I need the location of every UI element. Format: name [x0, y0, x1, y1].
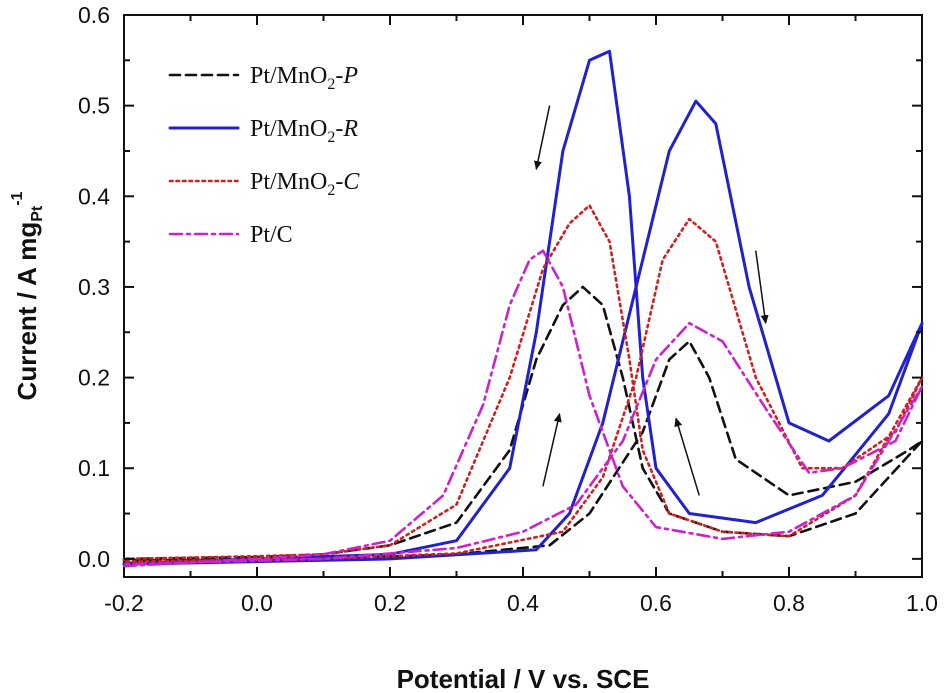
y-axis-title-main: Current / A mg: [12, 222, 42, 401]
direction-arrow: [542, 412, 562, 487]
y-tick-label: 0.1: [78, 455, 110, 481]
series-1-line: [122, 285, 924, 562]
direction-arrow: [674, 417, 700, 496]
x-tick-label: 0.4: [507, 590, 539, 616]
y-tick-label: 0.2: [78, 365, 110, 391]
ticks-layer: -0.2 0.0 0.2 0.4 0.6 0.8 1.0 0.0 0.1 0.2 0.3 0.4 0.5…: [78, 2, 938, 616]
series-2-line: [122, 49, 924, 566]
legend-label: Pt/C: [250, 222, 293, 248]
direction-arrow: [755, 250, 769, 325]
y-tick-label: 0.5: [78, 93, 110, 119]
series-3-line: [122, 204, 924, 563]
series-layer: [122, 49, 924, 568]
y-tick-label: 0.6: [78, 2, 110, 28]
direction-arrow: [534, 105, 551, 171]
x-tick-label: 1.0: [906, 590, 938, 616]
legend-label: Pt/MnO2-P: [250, 63, 358, 93]
x-tick-label: 0.8: [773, 590, 805, 616]
y-tick-label: 0.0: [78, 546, 110, 572]
y-axis-title-sub: Pt: [29, 205, 46, 222]
annotation-layer: [534, 105, 769, 496]
y-axis-title-sup: -1: [9, 191, 26, 205]
y-tick-label: 0.4: [78, 183, 110, 209]
x-axis-title: Potential / V vs. SCE: [397, 664, 650, 693]
y-axis-title: Current / A mgPt-1: [9, 191, 46, 400]
x-tick-label: 0.0: [241, 590, 273, 616]
x-tick-label: 0.6: [640, 590, 672, 616]
x-tick-label: 0.2: [374, 590, 406, 616]
x-tick-label: -0.2: [104, 590, 144, 616]
legend: Pt/MnO2-P Pt/MnO2-R Pt/MnO2-C Pt/C: [168, 63, 360, 248]
legend-label: Pt/MnO2-C: [250, 169, 360, 199]
legend-label: Pt/MnO2-R: [250, 116, 358, 146]
series-4-line: [122, 249, 924, 568]
y-tick-label: 0.3: [78, 274, 110, 300]
